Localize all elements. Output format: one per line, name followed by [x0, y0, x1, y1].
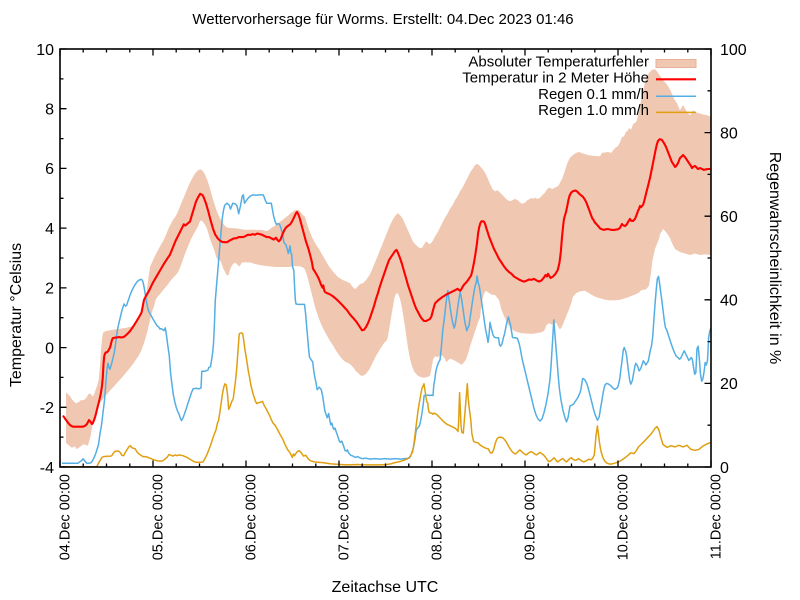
svg-text:06.Dec 00:00: 06.Dec 00:00: [243, 474, 259, 560]
svg-text:08.Dec 00:00: 08.Dec 00:00: [429, 474, 445, 560]
svg-text:05.Dec 00:00: 05.Dec 00:00: [150, 474, 166, 560]
svg-text:6: 6: [45, 161, 54, 178]
svg-text:10: 10: [36, 42, 54, 59]
svg-text:100: 100: [720, 42, 747, 59]
svg-text:8: 8: [45, 101, 54, 118]
svg-text:04.Dec 00:00: 04.Dec 00:00: [57, 474, 73, 560]
svg-text:Temperatur in 2 Meter Höhe: Temperatur in 2 Meter Höhe: [462, 70, 649, 87]
svg-text:Zeitachse UTC: Zeitachse UTC: [332, 579, 439, 596]
svg-text:0: 0: [45, 340, 54, 357]
svg-text:40: 40: [720, 293, 738, 310]
svg-text:Absoluter Temperaturfehler: Absoluter Temperaturfehler: [468, 54, 649, 71]
svg-text:80: 80: [720, 125, 738, 142]
svg-text:10.Dec 00:00: 10.Dec 00:00: [615, 474, 631, 560]
svg-text:Regen 0.1 mm/h: Regen 0.1 mm/h: [538, 86, 649, 103]
svg-text:-4: -4: [40, 460, 54, 477]
svg-text:-2: -2: [40, 400, 54, 417]
svg-text:Regenwahrscheinlichkeit in %: Regenwahrscheinlichkeit in %: [766, 152, 783, 365]
svg-text:Wettervorhersage für Worms. Er: Wettervorhersage für Worms. Erstellt: 04…: [192, 11, 573, 28]
svg-text:Regen 1.0 mm/h: Regen 1.0 mm/h: [538, 102, 649, 119]
svg-text:4: 4: [45, 221, 54, 238]
svg-text:Temperatur °Celsius: Temperatur °Celsius: [8, 243, 25, 387]
svg-text:11.Dec 00:00: 11.Dec 00:00: [708, 474, 724, 559]
svg-text:07.Dec 00:00: 07.Dec 00:00: [336, 474, 352, 560]
svg-text:20: 20: [720, 376, 738, 393]
svg-text:09.Dec 00:00: 09.Dec 00:00: [522, 474, 538, 560]
svg-text:60: 60: [720, 209, 738, 226]
svg-text:0: 0: [720, 460, 729, 477]
svg-text:2: 2: [45, 281, 54, 298]
